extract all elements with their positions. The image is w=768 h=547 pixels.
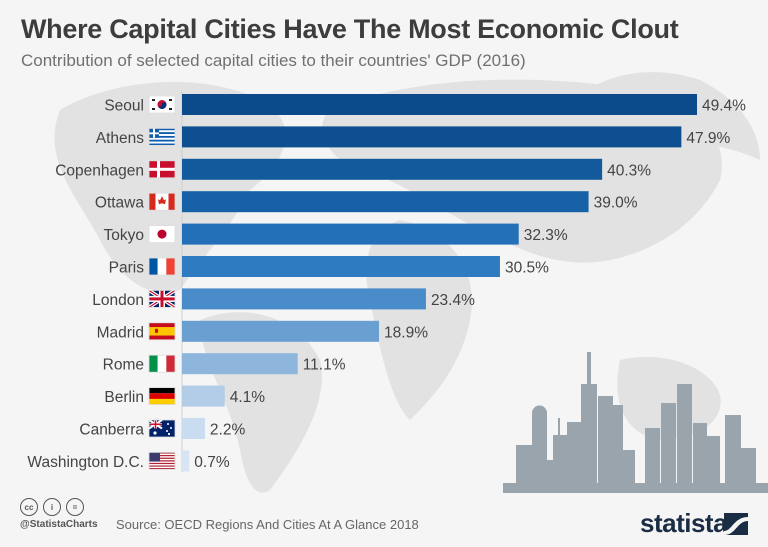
category-label: Berlin: [104, 389, 144, 406]
value-label: 49.4%: [702, 98, 746, 115]
bar-row: Tokyo 32.3%: [104, 223, 568, 245]
bar-row: Canberra 2.2%: [79, 418, 245, 439]
bar: [182, 418, 205, 439]
category-label: Paris: [109, 260, 145, 277]
footer-handle: @StatistaCharts: [20, 519, 98, 530]
bar-row: Rome 11.1%: [103, 353, 346, 375]
bar-row: Ottawa 39.0%: [95, 191, 638, 213]
skyline-illustration: [503, 352, 768, 493]
bar: [182, 94, 697, 115]
bar-row: Copenhagen 40.3%: [55, 158, 651, 180]
value-label: 30.5%: [505, 260, 549, 277]
value-label: 4.1%: [230, 389, 266, 406]
bar-row: Madrid 18.9%: [97, 320, 428, 342]
statista-logo-icon: [724, 513, 748, 535]
flag-germany-icon: [148, 387, 176, 406]
value-label: 39.0%: [594, 195, 638, 212]
chart-subtitle: Contribution of selected capital cities …: [21, 51, 526, 70]
bar: [182, 126, 682, 148]
bar: [182, 256, 500, 277]
cc-license-icon: cc: [20, 498, 38, 516]
bar: [182, 450, 190, 472]
category-label: Rome: [103, 357, 144, 374]
bar-row: Washington D.C. 0.7%: [27, 450, 230, 472]
bar: [182, 223, 519, 245]
value-label: 23.4%: [431, 292, 475, 309]
category-label: Washington D.C.: [27, 454, 144, 471]
chart-title: Where Capital Cities Have The Most Econo…: [21, 14, 679, 44]
statista-logo: statista: [640, 508, 728, 538]
category-label: Seoul: [104, 98, 144, 115]
category-label: Madrid: [97, 324, 144, 341]
flag-canada-icon: [148, 192, 176, 211]
flag-japan-icon: [148, 225, 176, 244]
flag-south-korea-icon: [148, 95, 176, 114]
category-label: Copenhagen: [55, 162, 144, 179]
category-label: Canberra: [79, 422, 144, 439]
bar-row: Berlin 4.1%: [104, 385, 266, 407]
value-label: 40.3%: [607, 162, 651, 179]
bar: [182, 320, 380, 342]
flag-australia-icon: [148, 419, 176, 438]
value-label: 2.2%: [210, 422, 246, 439]
bar-row: Seoul 49.4%: [104, 94, 746, 115]
value-label: 47.9%: [686, 130, 730, 147]
value-label: 0.7%: [194, 454, 230, 471]
bar-row: London 23.4%: [92, 288, 475, 310]
attribution-icon: i: [43, 498, 61, 516]
flag-greece-icon: [148, 127, 176, 146]
bar: [182, 158, 603, 180]
flag-italy-icon: [148, 354, 176, 373]
value-label: 32.3%: [524, 227, 568, 244]
category-label: Ottawa: [95, 195, 144, 212]
flag-spain-icon: [148, 322, 176, 341]
flag-france-icon: [148, 257, 176, 276]
value-label: 11.1%: [303, 357, 346, 374]
bar: [182, 353, 298, 375]
category-label: London: [92, 292, 144, 309]
footer-source: Source: OECD Regions And Cities At A Gla…: [116, 517, 419, 532]
flag-united-states-icon: [148, 451, 176, 470]
bar: [182, 288, 426, 310]
flag-denmark-icon: [148, 160, 176, 179]
category-label: Athens: [96, 130, 145, 147]
bar-row: Paris 30.5%: [109, 256, 549, 277]
value-label: 18.9%: [384, 324, 428, 341]
no-derivatives-icon: =: [66, 498, 84, 516]
category-label: Tokyo: [104, 227, 145, 244]
bar: [182, 191, 589, 213]
bar: [182, 385, 225, 407]
bar-row: Athens 47.9%: [96, 126, 731, 148]
flag-united-kingdom-icon: [148, 288, 176, 309]
